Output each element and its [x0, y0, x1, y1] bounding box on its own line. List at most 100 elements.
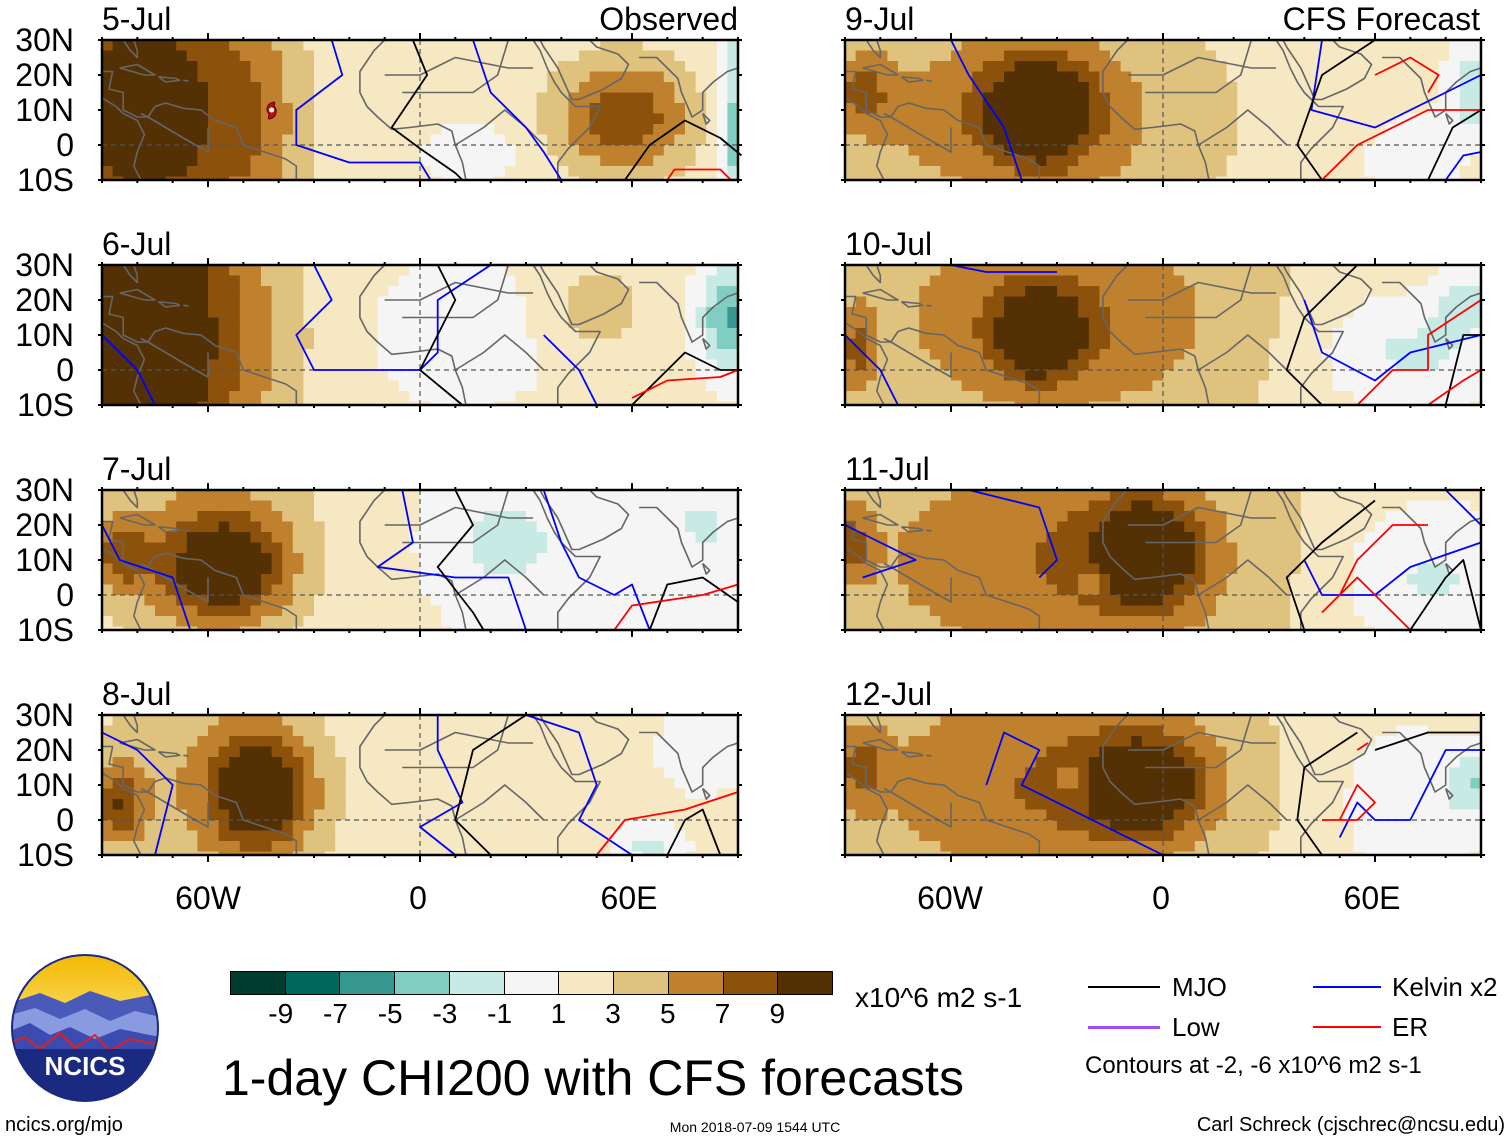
field-cell [144, 328, 156, 340]
field-cell [377, 584, 389, 596]
field-cell [176, 113, 188, 125]
field-cell [1459, 40, 1471, 52]
field-cell [261, 328, 273, 340]
field-cell [568, 155, 580, 167]
field-cell [972, 113, 984, 125]
field-cell [919, 401, 931, 406]
field-cell [494, 616, 506, 628]
field-cell [536, 736, 548, 748]
field-cell [526, 542, 538, 554]
field-cell [303, 521, 315, 533]
field-cell [993, 391, 1005, 403]
field-cell [642, 841, 654, 853]
field-cell [940, 286, 952, 298]
field-cell [345, 490, 357, 502]
field-cell [940, 176, 952, 181]
field-cell [250, 307, 262, 319]
field-cell [1014, 359, 1026, 371]
field-cell [208, 370, 220, 382]
field-cell [112, 82, 124, 94]
field-cell [1438, 82, 1450, 94]
field-cell [547, 103, 559, 115]
field-cell [866, 71, 878, 83]
field-cell [706, 391, 718, 403]
field-cell [388, 176, 400, 181]
field-cell [1269, 134, 1281, 146]
field-cell [716, 380, 728, 392]
field-cell [855, 61, 867, 73]
field-cell [908, 166, 920, 178]
field-cell [1173, 40, 1185, 52]
field-cell [388, 778, 400, 790]
kelvin-contour [950, 39, 1023, 181]
field-cell [568, 490, 580, 502]
field-cell [589, 61, 601, 73]
field-cell [951, 286, 963, 298]
field-cell [1131, 176, 1143, 181]
field-cell [197, 380, 209, 392]
field-cell [1173, 166, 1185, 178]
field-cell [1046, 176, 1058, 181]
field-cell [1216, 92, 1228, 104]
field-cell [1131, 380, 1143, 392]
field-cell [1247, 145, 1259, 157]
field-cell [1216, 40, 1228, 52]
field-cell [610, 145, 622, 157]
field-cell [887, 176, 899, 181]
field-cell [642, 500, 654, 512]
field-cell [176, 820, 188, 832]
field-cell [579, 542, 591, 554]
field-cell [123, 757, 135, 769]
field-cell [1449, 92, 1461, 104]
field-cell [972, 338, 984, 350]
field-cell [218, 553, 230, 565]
field-cell [653, 757, 665, 769]
field-cell [727, 286, 739, 298]
field-cell [685, 595, 697, 607]
field-cell [526, 584, 538, 596]
field-cell [1279, 103, 1291, 115]
field-cell [642, 92, 654, 104]
field-cell [695, 767, 707, 779]
field-cell [398, 778, 410, 790]
field-cell [526, 595, 538, 607]
er-contour [1374, 56, 1440, 93]
field-cell [1131, 145, 1143, 157]
field-cell [451, 725, 463, 737]
field-cell [102, 155, 114, 167]
field-cell [430, 767, 442, 779]
field-cell [1205, 103, 1217, 115]
field-cell [642, 584, 654, 596]
field-cell [165, 61, 177, 73]
field-cell [441, 124, 453, 136]
field-cell [1110, 103, 1122, 115]
field-cell [398, 40, 410, 52]
field-cell [727, 71, 739, 83]
field-cell [568, 820, 580, 832]
field-cell [1438, 113, 1450, 125]
field-cell [409, 391, 421, 403]
field-cell [557, 82, 569, 94]
field-cell [1237, 134, 1249, 146]
field-cell [1406, 113, 1418, 125]
field-cell [420, 40, 432, 52]
field-cell [420, 92, 432, 104]
field-cell [186, 532, 198, 544]
field-cell [176, 767, 188, 779]
field-cell [568, 521, 580, 533]
field-cell [610, 746, 622, 758]
field-cell [515, 296, 527, 308]
field-cell [621, 134, 633, 146]
field-cell [1152, 124, 1164, 136]
field-cell [208, 841, 220, 853]
field-cell [292, 166, 304, 178]
field-cell [727, 626, 739, 631]
field-cell [451, 338, 463, 350]
field-cell [663, 401, 675, 406]
field-cell [208, 145, 220, 157]
field-cell [1300, 40, 1312, 52]
field-cell [929, 176, 941, 181]
field-cell [526, 275, 538, 287]
field-cell [112, 61, 124, 73]
field-cell [1035, 265, 1047, 277]
